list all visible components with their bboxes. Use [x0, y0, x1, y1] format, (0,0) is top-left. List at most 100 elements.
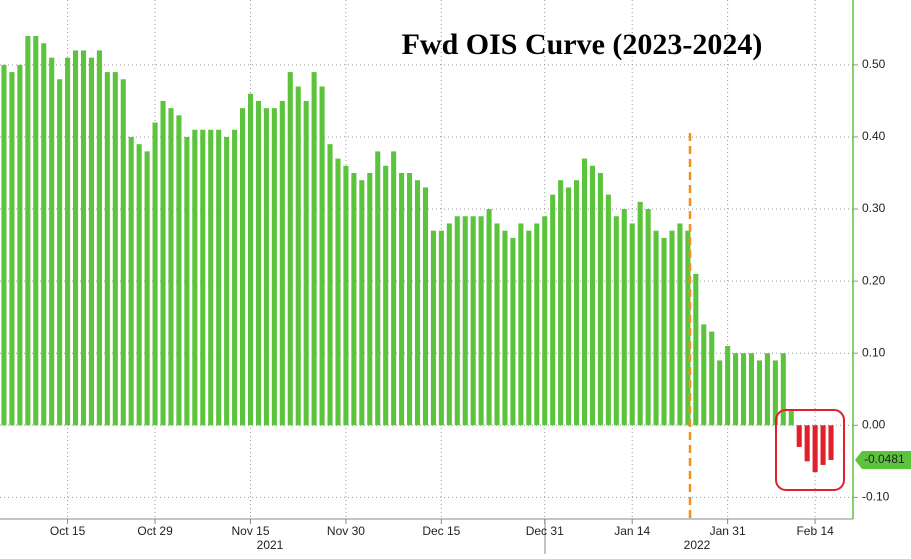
bar — [136, 144, 142, 426]
bar — [534, 223, 540, 426]
bar — [200, 129, 206, 426]
bar — [359, 180, 365, 426]
bar — [605, 194, 611, 426]
bar — [772, 360, 778, 426]
bar — [828, 425, 834, 460]
bar — [685, 230, 691, 426]
bar — [319, 86, 325, 426]
bar — [391, 151, 397, 426]
bar — [41, 43, 47, 426]
y-tick-label: 0.30 — [862, 201, 886, 215]
y-tick-label: 0.20 — [862, 273, 886, 287]
bar — [49, 57, 55, 426]
bar — [581, 158, 588, 426]
bar — [510, 237, 516, 426]
bar — [176, 115, 182, 426]
bar — [33, 36, 39, 426]
bar — [112, 72, 118, 426]
bar — [454, 216, 460, 426]
bar — [701, 324, 707, 426]
bar — [88, 57, 94, 426]
y-tick-label: -0.10 — [862, 490, 890, 504]
bar — [780, 353, 786, 426]
bar — [232, 129, 238, 426]
bar — [494, 223, 500, 426]
bar — [152, 122, 158, 426]
bar — [462, 216, 468, 426]
bar — [343, 165, 349, 426]
bar — [709, 331, 715, 426]
bar — [80, 50, 87, 426]
bar — [9, 72, 15, 426]
bar — [589, 165, 595, 426]
bar — [574, 180, 580, 426]
x-tick-label: Oct 15 — [50, 524, 86, 538]
x-tick-label: Jan 31 — [710, 524, 746, 538]
bar — [613, 216, 619, 426]
x-tick-label: Feb 14 — [796, 524, 834, 538]
bar — [407, 173, 413, 426]
last-value-tag — [855, 450, 911, 469]
bar — [677, 223, 683, 426]
bar — [629, 223, 635, 426]
bar — [25, 36, 31, 426]
bar — [764, 353, 770, 426]
bar — [120, 79, 126, 426]
bar — [788, 410, 794, 426]
bar — [240, 108, 246, 426]
bar — [812, 425, 818, 473]
bar — [558, 180, 564, 426]
bar — [621, 209, 627, 426]
bar — [73, 50, 79, 426]
year-label: 2022 — [684, 538, 711, 552]
bar — [255, 100, 261, 426]
bar — [128, 136, 134, 426]
bar — [216, 129, 222, 426]
x-tick-label: Oct 29 — [137, 524, 173, 538]
bar — [820, 425, 826, 465]
y-tick-label: 0.00 — [862, 417, 886, 431]
bar — [422, 187, 428, 426]
bar — [645, 209, 651, 426]
last-value-label: -0.0481 — [864, 452, 905, 466]
bar — [96, 50, 102, 426]
x-tick-label: Dec 15 — [422, 524, 460, 538]
bar — [144, 151, 150, 426]
bar — [263, 108, 269, 426]
bar — [756, 360, 762, 426]
bar — [717, 360, 723, 426]
bar — [414, 180, 421, 426]
x-tick-label: Nov 15 — [231, 524, 269, 538]
y-tick-label: 0.10 — [862, 345, 886, 359]
bar — [224, 136, 230, 426]
bar — [1, 64, 7, 426]
x-tick-label: Dec 31 — [526, 524, 564, 538]
x-tick-label: Jan 14 — [614, 524, 650, 538]
bar — [335, 158, 341, 426]
bar — [486, 209, 492, 426]
bar — [542, 216, 548, 426]
bar — [327, 144, 333, 426]
bar — [303, 100, 309, 426]
bar — [192, 129, 198, 426]
bar — [725, 346, 731, 426]
bar — [669, 230, 675, 426]
bar — [247, 93, 254, 426]
bar — [597, 173, 603, 426]
bar — [287, 72, 293, 426]
bar — [733, 353, 739, 426]
bar — [748, 353, 755, 426]
bar — [566, 187, 572, 426]
year-label: 2021 — [257, 538, 284, 552]
bar — [65, 57, 71, 426]
bar — [17, 64, 23, 426]
y-tick-label: 0.50 — [862, 57, 886, 71]
bar — [518, 223, 524, 426]
x-tick-label: Nov 30 — [327, 524, 365, 538]
bar — [383, 165, 389, 426]
bar — [478, 216, 484, 426]
bar — [160, 100, 166, 426]
bar — [661, 237, 667, 426]
bar — [550, 194, 556, 426]
